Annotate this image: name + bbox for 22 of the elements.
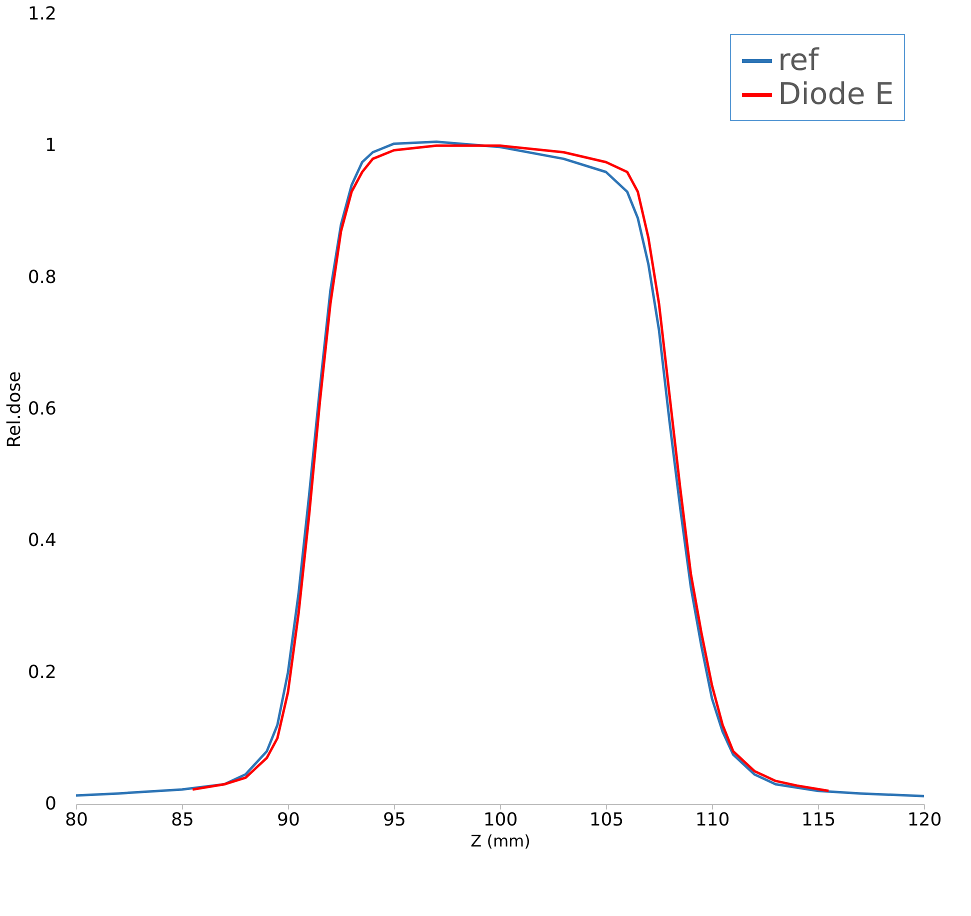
y-tick-label: 0 bbox=[45, 794, 56, 814]
legend-label: ref bbox=[778, 43, 820, 78]
x-tick-label: 90 bbox=[277, 810, 300, 830]
x-tick-label: 100 bbox=[483, 810, 518, 830]
y-tick-label: 1.2 bbox=[28, 4, 56, 24]
x-tick-label: 115 bbox=[801, 810, 836, 830]
x-tick-label: 110 bbox=[695, 810, 730, 830]
line-series bbox=[74, 140, 926, 798]
line-series bbox=[191, 144, 830, 792]
x-tick-label: 80 bbox=[65, 810, 88, 830]
y-tick-label: 0.8 bbox=[28, 266, 56, 288]
x-axis-title: Z (mm) bbox=[470, 832, 530, 850]
y-tick-label: 0.6 bbox=[28, 398, 56, 420]
x-tick-label: 95 bbox=[383, 810, 406, 830]
y-axis-title: Rel.dose bbox=[4, 371, 25, 448]
x-tick-label: 105 bbox=[589, 810, 624, 830]
y-tick-label: 1 bbox=[45, 135, 56, 156]
x-tick-label: 120 bbox=[907, 810, 942, 830]
y-tick-label: 0.4 bbox=[28, 530, 56, 552]
x-tick-label: 85 bbox=[171, 810, 194, 830]
legend-label: Diode E bbox=[778, 77, 894, 112]
y-tick-label: 0.2 bbox=[28, 662, 56, 683]
